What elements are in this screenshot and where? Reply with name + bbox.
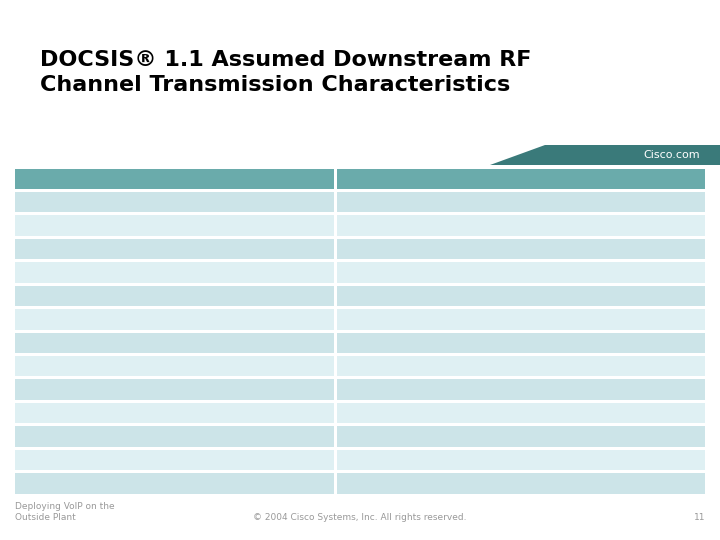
- Bar: [15, 426, 334, 447]
- Bar: [338, 426, 705, 447]
- Bar: [0, 145, 720, 165]
- Text: Deploying VoIP on the
Outside Plant: Deploying VoIP on the Outside Plant: [15, 502, 114, 522]
- Bar: [338, 309, 705, 329]
- Bar: [338, 239, 705, 259]
- Bar: [15, 215, 334, 236]
- Bar: [15, 356, 334, 376]
- Bar: [338, 403, 705, 423]
- Bar: [15, 333, 334, 353]
- Bar: [338, 215, 705, 236]
- Bar: [15, 309, 334, 329]
- Bar: [338, 450, 705, 470]
- Polygon shape: [0, 145, 545, 165]
- Bar: [338, 333, 705, 353]
- Bar: [338, 380, 705, 400]
- Bar: [338, 168, 705, 189]
- Text: DOCSIS® 1.1 Assumed Downstream RF
Channel Transmission Characteristics: DOCSIS® 1.1 Assumed Downstream RF Channe…: [40, 50, 531, 95]
- Bar: [338, 473, 705, 494]
- Bar: [15, 286, 334, 306]
- Bar: [338, 262, 705, 282]
- Bar: [15, 262, 334, 282]
- Bar: [15, 380, 334, 400]
- Text: 11: 11: [693, 513, 705, 522]
- Bar: [338, 192, 705, 212]
- Bar: [15, 473, 334, 494]
- Text: Cisco.com: Cisco.com: [644, 150, 700, 160]
- Bar: [15, 239, 334, 259]
- Bar: [338, 356, 705, 376]
- Bar: [15, 403, 334, 423]
- Bar: [15, 450, 334, 470]
- Text: © 2004 Cisco Systems, Inc. All rights reserved.: © 2004 Cisco Systems, Inc. All rights re…: [253, 513, 467, 522]
- Bar: [15, 168, 334, 189]
- Bar: [338, 286, 705, 306]
- Bar: [15, 192, 334, 212]
